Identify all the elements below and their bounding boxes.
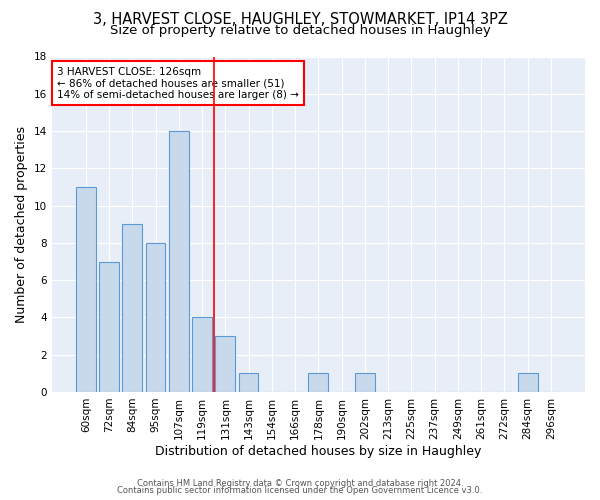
Bar — [76, 187, 95, 392]
Bar — [239, 374, 259, 392]
Text: Contains HM Land Registry data © Crown copyright and database right 2024.: Contains HM Land Registry data © Crown c… — [137, 478, 463, 488]
Bar — [99, 262, 119, 392]
Y-axis label: Number of detached properties: Number of detached properties — [15, 126, 28, 322]
Bar — [146, 243, 166, 392]
Bar — [215, 336, 235, 392]
Bar — [122, 224, 142, 392]
Text: Contains public sector information licensed under the Open Government Licence v3: Contains public sector information licen… — [118, 486, 482, 495]
Text: Size of property relative to detached houses in Haughley: Size of property relative to detached ho… — [110, 24, 490, 37]
Bar — [308, 374, 328, 392]
X-axis label: Distribution of detached houses by size in Haughley: Distribution of detached houses by size … — [155, 444, 482, 458]
Bar — [355, 374, 375, 392]
Text: 3 HARVEST CLOSE: 126sqm
← 86% of detached houses are smaller (51)
14% of semi-de: 3 HARVEST CLOSE: 126sqm ← 86% of detache… — [57, 66, 299, 100]
Bar — [518, 374, 538, 392]
Bar — [169, 131, 188, 392]
Text: 3, HARVEST CLOSE, HAUGHLEY, STOWMARKET, IP14 3PZ: 3, HARVEST CLOSE, HAUGHLEY, STOWMARKET, … — [92, 12, 508, 28]
Bar — [192, 318, 212, 392]
